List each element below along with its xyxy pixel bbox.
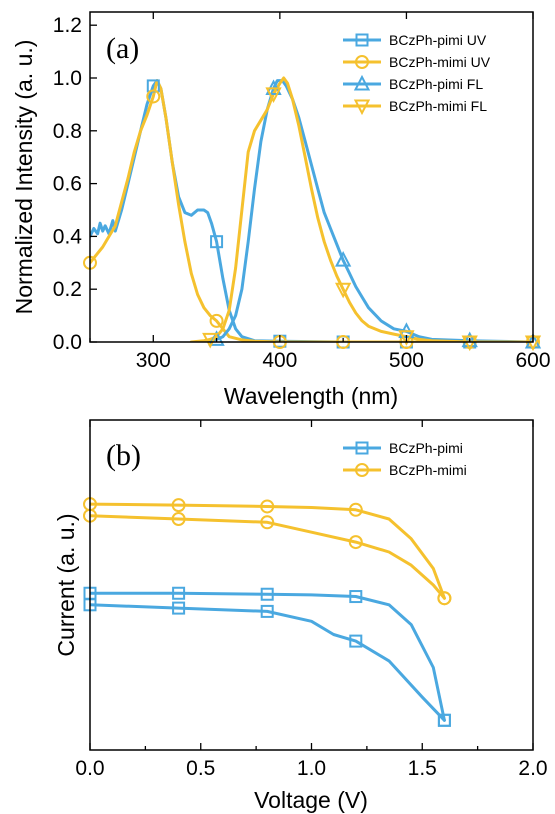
panel-b-series-1-marker-0-1 (171, 498, 186, 513)
panel-a-legend-marker-2 (353, 74, 371, 91)
panel-a-series-3-marker-0-3 (398, 330, 415, 346)
panel-a-legend-label-0: BCzPh-pimi UV (389, 32, 487, 48)
panel-b-x-tick-label-2: 1.0 (297, 757, 326, 780)
panel-b-ticks: 0.0 0.5 1.0 1.5 2.0 (75, 420, 548, 780)
panel-b-legend-marker-1 (355, 463, 369, 477)
panel-b-legend: BCzPh-pimi BCzPh-mimi (343, 440, 467, 478)
panel-a-y-axis-title: Normalized Intensity (a. u.) (11, 40, 37, 315)
panel-b-legend-label-0: BCzPh-pimi (389, 440, 463, 456)
panel-b-x-tick-label-1: 0.5 (186, 757, 215, 780)
panel-a-legend: BCzPh-pimi UV BCzPh-mimi UV BCzPh-pimi FL B… (343, 32, 491, 116)
panel-b-series-1-line-0 (90, 502, 446, 600)
panel-a-x-tick-label-2: 500 (389, 349, 424, 372)
panel-a: 300 400 500 600 0.0 0.2 0.4 0.6 0.8 1.0 1.2 (a) Wa… (11, 11, 551, 409)
panel-a-x-tick-label-0: 300 (136, 349, 171, 372)
panel-b-series-0-marker-1-1 (172, 601, 186, 615)
panel-b-series-0-marker-1-3 (349, 634, 363, 648)
panel-a-series-3-line-0 (189, 76, 533, 342)
panel-a-series-0-marker-0-1 (210, 235, 224, 249)
panel-b-series-1-marker-1-3 (348, 535, 363, 550)
panel-b-x-axis-title: Voltage (V) (254, 787, 368, 813)
panel-b-series-1-marker-1-1 (171, 512, 186, 526)
panel-a-legend-label-1: BCzPh-mimi UV (389, 54, 491, 70)
panel-b-x-tick-label-0: 0.0 (75, 757, 104, 780)
panel-a-y-tick-label-0: 0.0 (53, 331, 82, 354)
panel-b-series-0-marker-1-4 (437, 713, 451, 727)
panel-b-label: (b) (106, 439, 141, 472)
panel-a-y-tick-label-4: 0.8 (53, 120, 82, 143)
panel-a-ticks: 300 400 500 600 0.0 0.2 0.4 0.6 0.8 1.0 1.2 (53, 12, 551, 372)
panel-a-series-3-marker-0-0 (202, 332, 219, 349)
panel-b-series-0-line-1 (90, 603, 446, 722)
panel-b-series-1-marker-0-2 (260, 499, 275, 514)
panel-a-series-0-line-0 (90, 79, 533, 342)
panel-a-series-2-marker-0-4 (461, 331, 478, 348)
panel-a-x-tick-label-3: 600 (515, 349, 550, 372)
panel-a-series-2-marker-0-2 (334, 250, 352, 267)
panel-b-series-0-marker-0-1 (172, 586, 186, 600)
panel-b-series-1-marker-0-3 (348, 502, 363, 517)
panel-a-series-1-marker-0-2 (209, 313, 224, 328)
panel-b: 0.0 0.5 1.0 1.5 2.0 (b) Voltage (V) Current … (53, 419, 548, 813)
panel-a-series-2-line-0 (202, 79, 533, 342)
panel-b-series-0-line-0 (90, 591, 446, 722)
panel-a-label: (a) (106, 32, 139, 65)
panel-a-y-tick-label-3: 0.6 (53, 173, 82, 196)
panel-a-marker-layer (83, 79, 542, 352)
panel-b-series-1-line-1 (90, 514, 446, 600)
panel-a-frame (89, 11, 534, 343)
panel-b-legend-label-1: BCzPh-mimi (389, 462, 467, 478)
panel-a-y-tick-label-2: 0.4 (53, 225, 83, 248)
panel-a-legend-marker-3 (353, 99, 371, 116)
panel-a-x-tick-label-1: 400 (262, 349, 297, 372)
panel-a-legend-label-3: BCzPh-mimi FL (389, 98, 487, 114)
panel-a-y-tick-label-5: 1.0 (53, 67, 82, 90)
panel-b-series-layer (90, 502, 446, 722)
panel-a-legend-marker-1 (355, 55, 369, 69)
panel-b-x-tick-label-3: 1.5 (408, 757, 437, 780)
panel-b-legend-marker-0 (355, 441, 369, 455)
panel-b-series-1-marker-1-2 (260, 515, 275, 530)
panel-a-x-axis-title: Wavelength (nm) (224, 383, 398, 409)
panel-b-y-axis-title: Current (a. u.) (53, 513, 79, 656)
panel-b-series-0-marker-0-2 (260, 587, 274, 601)
panel-b-series-0-marker-1-2 (260, 604, 274, 618)
panel-b-series-1-marker-1-4 (437, 591, 452, 606)
panel-a-legend-marker-0 (355, 33, 369, 47)
panel-a-series-1-marker-0-1 (146, 89, 161, 104)
panel-a-y-tick-label-6: 1.2 (53, 14, 82, 37)
panel-b-x-tick-label-4: 2.0 (518, 757, 547, 780)
panel-a-series-3-marker-0-1 (265, 87, 282, 104)
panel-a-legend-label-2: BCzPh-pimi FL (389, 76, 483, 92)
panel-a-series-layer (90, 76, 533, 342)
panel-a-y-tick-label-1: 0.2 (53, 278, 82, 301)
panel-a-series-1-line-0 (90, 79, 533, 342)
panel-b-series-0-marker-0-3 (349, 590, 363, 604)
panel-a-series-3-marker-0-2 (334, 282, 352, 299)
